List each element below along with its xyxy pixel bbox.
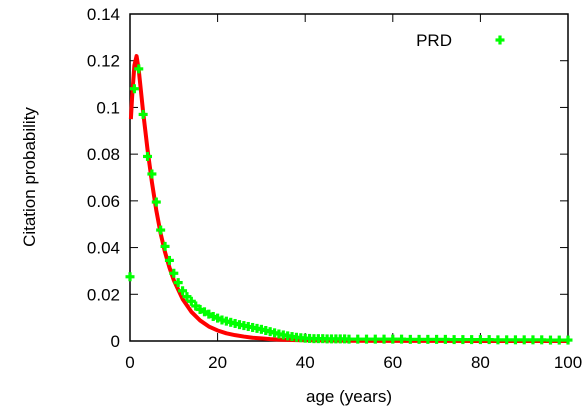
- legend-label: PRD: [416, 31, 452, 50]
- x-axis-title: age (years): [306, 387, 392, 406]
- fit-line: [128, 54, 568, 343]
- data-point: [563, 335, 573, 345]
- y-tick-label: 0: [111, 332, 120, 351]
- data-point: [537, 335, 547, 345]
- data-point: [186, 296, 196, 306]
- y-tick-label: 0.04: [87, 239, 120, 258]
- data-point: [510, 335, 520, 345]
- data-point: [173, 278, 183, 288]
- data-point: [405, 334, 415, 344]
- data-point: [423, 334, 433, 344]
- data-point: [493, 335, 503, 345]
- data-point: [554, 335, 564, 345]
- data-point: [169, 268, 179, 278]
- data-point: [440, 334, 450, 344]
- y-tick-label: 0.08: [87, 145, 120, 164]
- plot-frame: [129, 13, 569, 342]
- x-tick-label: 0: [125, 353, 134, 372]
- x-tick-label: 60: [383, 353, 402, 372]
- data-point: [545, 335, 555, 345]
- y-axis: 0 0.02 0.04 0.06 0.08 0.1 0.12 0.14: [87, 5, 568, 351]
- x-tick-label: 80: [471, 353, 490, 372]
- data-point: [379, 334, 389, 344]
- y-tick-label: 0.06: [87, 192, 120, 211]
- y-tick-label: 0.1: [96, 98, 120, 117]
- data-point: [147, 169, 157, 179]
- x-axis: 0 20 40 60 80 100: [125, 14, 582, 372]
- data-point: [178, 286, 188, 296]
- data-point: [160, 241, 170, 251]
- data-point: [449, 335, 459, 345]
- data-point: [134, 64, 144, 74]
- data-point: [502, 335, 512, 345]
- x-tick-label: 100: [554, 353, 582, 372]
- data-point: [164, 255, 174, 265]
- data-point: [344, 334, 354, 344]
- data-point: [138, 109, 148, 119]
- data-point: [397, 334, 407, 344]
- x-tick-label: 20: [208, 353, 227, 372]
- data-point: [353, 334, 363, 344]
- y-axis-title: Citation probability: [20, 107, 39, 247]
- data-point: [182, 292, 192, 302]
- data-point: [129, 84, 139, 94]
- data-point: [370, 334, 380, 344]
- data-point: [432, 334, 442, 344]
- plot-area: 0 20 40 60 80 100 0 0.02 0.04 0.06 0.08 0.1 0.12 0.1…: [87, 5, 582, 372]
- data-point: [475, 335, 485, 345]
- data-point: [362, 334, 372, 344]
- data-point: [484, 335, 494, 345]
- data-point: [143, 151, 153, 161]
- series-layer: [125, 54, 573, 345]
- data-point: [156, 225, 166, 235]
- data-point: [151, 197, 161, 207]
- legend-plus-icon: [495, 35, 505, 45]
- y-tick-label: 0.14: [87, 5, 120, 24]
- data-point: [528, 335, 538, 345]
- x-tick-label: 40: [296, 353, 315, 372]
- legend: PRD: [416, 31, 505, 50]
- data-point: [519, 335, 529, 345]
- data-point: [125, 272, 135, 282]
- y-tick-label: 0.02: [87, 285, 120, 304]
- y-tick-label: 0.12: [87, 52, 120, 71]
- legend-marker: [495, 35, 505, 45]
- data-point: [467, 335, 477, 345]
- data-point: [388, 334, 398, 344]
- data-point: [414, 334, 424, 344]
- data-point: [458, 335, 468, 345]
